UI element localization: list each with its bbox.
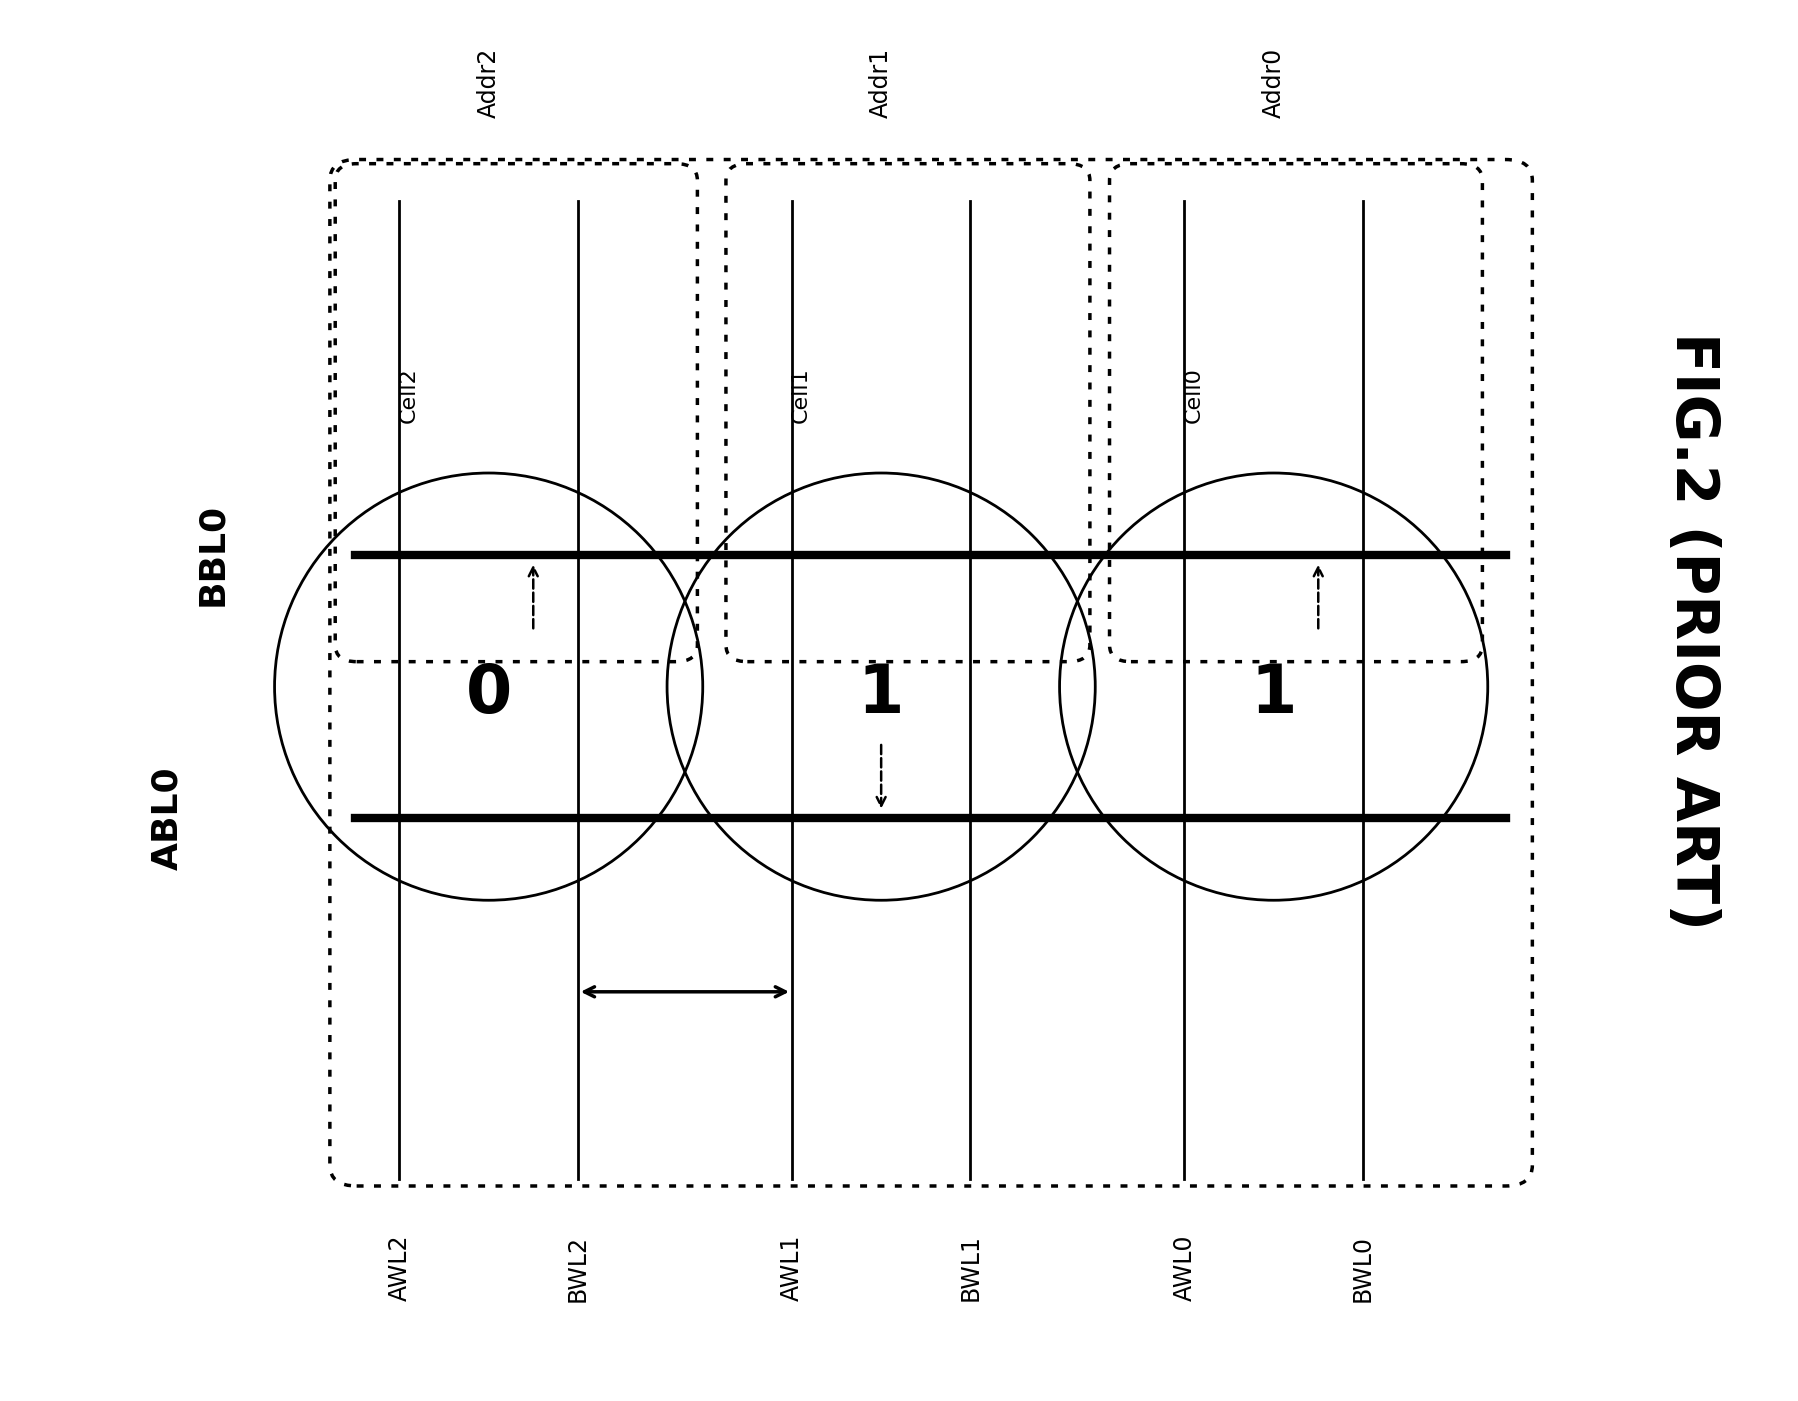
Text: Addr1: Addr1 bbox=[868, 48, 894, 118]
Text: Cell0: Cell0 bbox=[1183, 367, 1203, 423]
Text: 0: 0 bbox=[466, 660, 512, 727]
Text: Cell1: Cell1 bbox=[791, 367, 811, 423]
Text: AWL2: AWL2 bbox=[387, 1234, 412, 1302]
Text: 1: 1 bbox=[1250, 660, 1296, 727]
Text: ABL0: ABL0 bbox=[151, 766, 185, 870]
Text: Addr2: Addr2 bbox=[476, 48, 500, 118]
Text: BWL1: BWL1 bbox=[958, 1234, 982, 1302]
Text: 1: 1 bbox=[858, 660, 904, 727]
Text: AWL0: AWL0 bbox=[1172, 1234, 1196, 1302]
Text: FIG.2 (PRIOR ART): FIG.2 (PRIOR ART) bbox=[1665, 332, 1721, 930]
Text: BWL0: BWL0 bbox=[1350, 1234, 1375, 1302]
Text: BWL2: BWL2 bbox=[566, 1234, 590, 1302]
Text: BBL0: BBL0 bbox=[196, 503, 228, 607]
Text: Cell2: Cell2 bbox=[399, 367, 419, 423]
Text: Addr0: Addr0 bbox=[1262, 48, 1286, 118]
Text: AWL1: AWL1 bbox=[780, 1234, 804, 1302]
